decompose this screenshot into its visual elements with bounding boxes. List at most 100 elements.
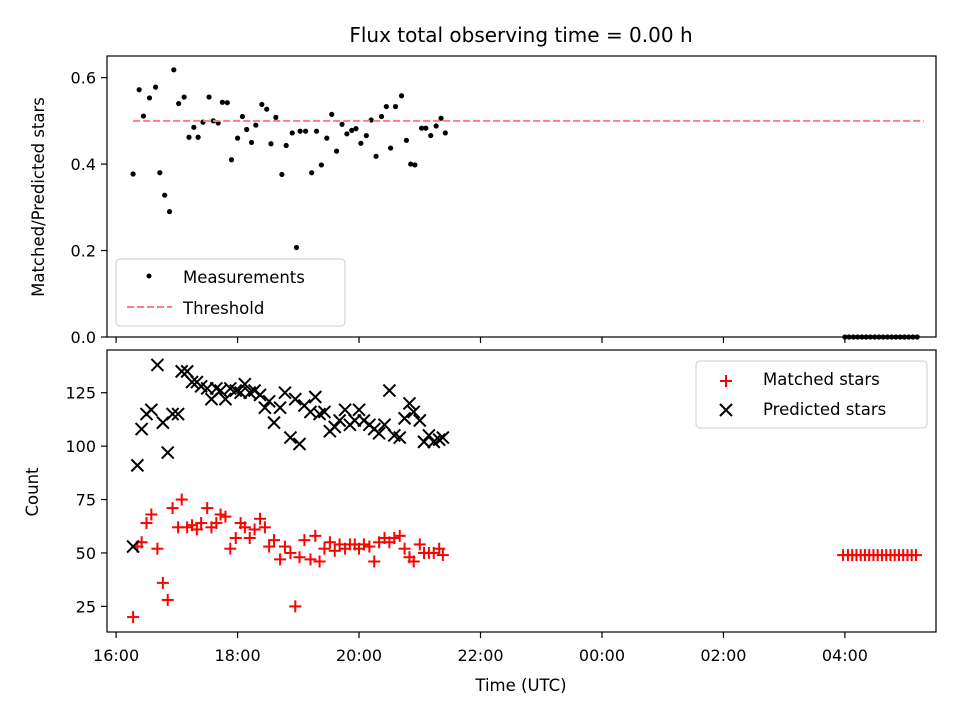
matched-stars-point xyxy=(156,576,169,589)
x-tick-label: 18:00 xyxy=(215,646,261,665)
ratio-legend-frame xyxy=(115,258,346,327)
measurements-point xyxy=(872,334,878,340)
matched-stars-point xyxy=(274,553,287,566)
measurements-point xyxy=(880,334,886,340)
measurements-point xyxy=(181,94,187,100)
measurements-point xyxy=(344,131,350,137)
matched-stars-point xyxy=(363,540,376,553)
predicted-stars-point-b xyxy=(377,418,392,432)
predicted-stars-point xyxy=(238,377,252,391)
measurements-point xyxy=(438,115,444,121)
predicted-stars-point-b xyxy=(130,458,145,473)
matched-stars-point xyxy=(293,551,306,564)
predicted-stars-point-b xyxy=(283,430,298,445)
matched-stars-point xyxy=(413,538,426,551)
measurements-point xyxy=(846,334,852,340)
predicted-stars-point-b xyxy=(422,428,436,443)
matched-stars-point xyxy=(166,502,179,515)
predicted-stars-point-b xyxy=(126,539,140,554)
predicted-legend-marker xyxy=(719,403,733,417)
predicted-stars-point xyxy=(402,396,417,411)
matched-stars-point xyxy=(309,529,322,542)
matched-stars-point xyxy=(284,546,297,559)
matched-stars-point xyxy=(175,493,188,506)
matched-stars-point xyxy=(268,534,281,547)
measurements-point xyxy=(186,134,192,140)
predicted-stars-point-b xyxy=(436,430,450,445)
predicted-stars-point-b xyxy=(328,420,342,434)
x-tick-label: 22:00 xyxy=(457,646,503,665)
predicted-stars-point xyxy=(352,403,366,417)
predicted-stars-point xyxy=(262,394,276,408)
measurements-point xyxy=(897,334,903,340)
predicted-stars-point-b xyxy=(209,381,224,396)
matched-stars-point xyxy=(243,532,256,544)
measurements-point xyxy=(283,142,289,149)
measurements-point xyxy=(893,334,899,340)
predicted-stars-point-b xyxy=(134,422,149,436)
measurements-point xyxy=(353,126,359,132)
predicted-stars-point-b xyxy=(194,379,208,394)
matched-stars-point xyxy=(254,512,267,525)
predicted-stars-point xyxy=(161,445,175,460)
measurements-point xyxy=(313,128,320,134)
measurements-point xyxy=(859,334,865,340)
matched-stars-point xyxy=(195,517,208,530)
matched-stars-point xyxy=(313,555,326,568)
measurements-point xyxy=(219,99,225,105)
measurements-point xyxy=(373,153,379,159)
measurements-point xyxy=(339,121,345,127)
matched-stars-point xyxy=(229,532,242,544)
predicted-stars-point-b xyxy=(150,358,165,372)
predicted-stars-point-b xyxy=(258,400,272,415)
measurements-point xyxy=(318,162,324,168)
measurements-point xyxy=(191,124,197,130)
measurements-point xyxy=(279,171,285,178)
measurements-point xyxy=(418,125,425,131)
predicted-stars-point-b xyxy=(372,426,386,441)
predicted-stars-point-b xyxy=(352,403,366,417)
predicted-legend-label: Predicted stars xyxy=(763,400,886,419)
measurements-point xyxy=(146,95,153,101)
measurements-point xyxy=(423,125,429,131)
x-tick-label: 04:00 xyxy=(822,646,868,665)
predicted-stars-point-b xyxy=(185,375,199,389)
matched-stars-point xyxy=(248,523,261,536)
measurements-point xyxy=(433,123,439,129)
predicted-stars-point xyxy=(267,415,281,430)
ratio-panel-marks xyxy=(130,67,924,340)
measurements-point xyxy=(130,171,136,177)
predicted-stars-point xyxy=(253,388,267,402)
measurements-point xyxy=(412,162,418,168)
measurements-point xyxy=(239,113,246,120)
predicted-stars-point-b xyxy=(223,381,237,396)
measurements-point xyxy=(329,111,335,117)
predicted-stars-point xyxy=(436,430,450,445)
ratio-y-tick-label: 0.0 xyxy=(71,328,96,347)
predicted-stars-point xyxy=(258,400,272,415)
measurements-point xyxy=(884,334,891,340)
matched-stars-point xyxy=(436,549,449,562)
measurements-point xyxy=(176,100,182,107)
matched-stars-point xyxy=(278,540,291,553)
matched-stars-point xyxy=(263,540,276,553)
predicted-stars-point-b xyxy=(161,445,175,460)
count-panel-y-ticks: 25 50 75 100 125 xyxy=(65,384,107,616)
measurements-point xyxy=(140,113,147,119)
predicted-stars-point xyxy=(134,422,149,436)
measurements-point xyxy=(383,103,389,110)
measurements-point xyxy=(206,94,212,100)
matched-stars-point xyxy=(328,544,341,557)
measurements-point xyxy=(863,334,869,340)
count-panel-y-label: Count xyxy=(23,467,42,517)
predicted-stars-point-b xyxy=(317,405,332,419)
count-panel: 16:00 18:00 20:00 22:00 00:00 02:00 04:00 25 50… xyxy=(23,349,937,695)
predicted-stars-point-b xyxy=(278,386,292,400)
predicted-stars-point-b xyxy=(267,415,281,430)
ratio-panel: 0.0 0.2 0.4 0.6 Matched/Predicted stars Mea… xyxy=(29,55,937,347)
measurements-point xyxy=(157,170,163,176)
matched-stars-point xyxy=(393,529,406,542)
measurements-point xyxy=(901,334,908,340)
matched-stars-point xyxy=(258,521,271,534)
